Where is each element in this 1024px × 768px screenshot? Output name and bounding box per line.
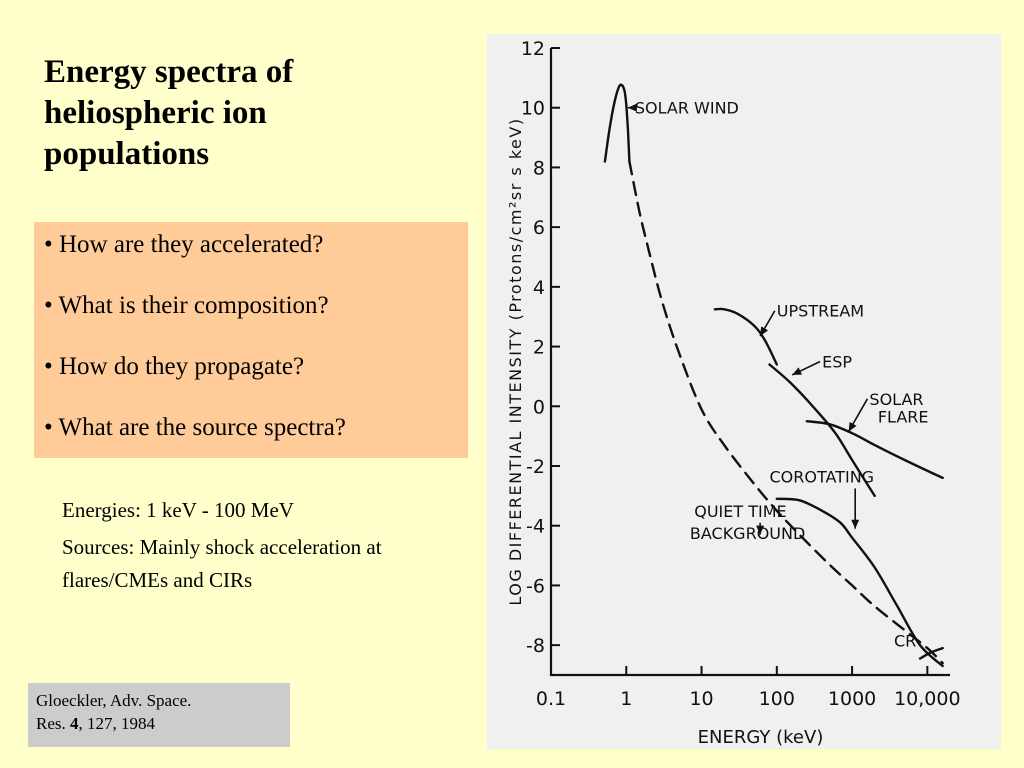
question-acceleration: • How are they accelerated? bbox=[44, 231, 324, 258]
y-tick-label: -8 bbox=[526, 635, 545, 657]
y-tick-label: -2 bbox=[526, 456, 545, 478]
questions-box: • How are they accelerated? • What is th… bbox=[34, 222, 468, 458]
y-tick-label: 4 bbox=[533, 277, 545, 299]
series-quiet-time-background bbox=[628, 160, 944, 665]
y-tick-label: 2 bbox=[533, 337, 545, 359]
citation-prefix: Res. bbox=[36, 714, 70, 733]
series-solar-wind bbox=[603, 83, 631, 163]
annotation-flare: FLARE bbox=[878, 408, 929, 427]
series-solar-flare bbox=[805, 420, 944, 480]
citation-box: Gloeckler, Adv. Space. Res. 4, 127, 1984 bbox=[28, 683, 290, 747]
annotation-esp: ESP bbox=[822, 352, 852, 371]
x-tick-label: 1000 bbox=[828, 688, 876, 710]
y-tick-label: 8 bbox=[533, 157, 545, 179]
question-composition: • What is their composition? bbox=[44, 292, 329, 319]
slide-title: Energy spectra of heliospheric ion popul… bbox=[44, 54, 294, 172]
citation-line2: Res. 4, 127, 1984 bbox=[36, 712, 282, 735]
x-tick-label: 1 bbox=[620, 688, 632, 710]
question-source-spectra: • What are the source spectra? bbox=[44, 414, 346, 441]
note-energies: Energies: 1 keV - 100 MeV bbox=[62, 498, 294, 522]
annotation-solar: SOLAR bbox=[869, 390, 923, 409]
annotation-arrowhead-esp bbox=[792, 367, 803, 375]
y-tick-label: -4 bbox=[526, 516, 545, 538]
series-corotating bbox=[775, 497, 944, 668]
annotation-solar-wind: SOLAR WIND bbox=[635, 99, 739, 118]
citation-suffix: , 127, 1984 bbox=[78, 714, 156, 733]
annotation-cr: CR bbox=[894, 632, 916, 651]
annotation-arrowhead-quiet-time bbox=[756, 525, 765, 535]
annotation-quiet-time: QUIET TIME bbox=[694, 502, 786, 521]
y-tick-label: 10 bbox=[521, 98, 545, 120]
series-upstream bbox=[713, 307, 778, 366]
x-axis-label: ENERGY (keV) bbox=[698, 727, 824, 748]
x-tick-label: 10 bbox=[689, 688, 713, 710]
series-cr bbox=[918, 646, 944, 660]
x-tick-label: 0.1 bbox=[536, 688, 566, 710]
figure-panel: -8 -6 -4 -2 0 2 4 6 8 10 12 0.1 1 10 100 1000 10,000 ENER… bbox=[487, 34, 1001, 749]
note-sources: Sources: Mainly shock acceleration at fl… bbox=[62, 535, 382, 592]
annotation-background: BACKGROUND bbox=[690, 524, 805, 543]
annotation-arrowhead-corotating bbox=[851, 519, 860, 529]
energy-spectra-chart: -8 -6 -4 -2 0 2 4 6 8 10 12 0.1 1 10 100 1000 10,000 ENER… bbox=[506, 38, 961, 748]
annotation-upstream: UPSTREAM bbox=[777, 302, 864, 321]
citation-line1: Gloeckler, Adv. Space. bbox=[36, 691, 192, 710]
citation-volume: 4 bbox=[70, 714, 79, 733]
annotation-arrowhead-solar-wind bbox=[627, 103, 637, 112]
y-tick-label: 6 bbox=[533, 217, 545, 239]
notes: Energies: 1 keV - 100 MeV Sources: Mainl… bbox=[62, 494, 392, 601]
annotation-arrowhead-upstream bbox=[760, 326, 769, 337]
y-tick-label: 12 bbox=[521, 38, 545, 60]
annotation-corotating: COROTATING bbox=[770, 467, 875, 486]
x-tick-label: 10,000 bbox=[894, 688, 960, 710]
y-tick-label: -6 bbox=[526, 575, 545, 597]
x-tick-label: 100 bbox=[759, 688, 795, 710]
y-tick-label: 0 bbox=[533, 396, 545, 418]
question-propagation: • How do they propagate? bbox=[44, 353, 305, 380]
annotation-arrowhead-solar bbox=[848, 421, 857, 432]
axis-frame bbox=[549, 48, 950, 677]
series-esp bbox=[768, 363, 876, 498]
y-axis-label: LOG DIFFERENTIAL INTENSITY (Protons/cm²s… bbox=[506, 117, 525, 605]
